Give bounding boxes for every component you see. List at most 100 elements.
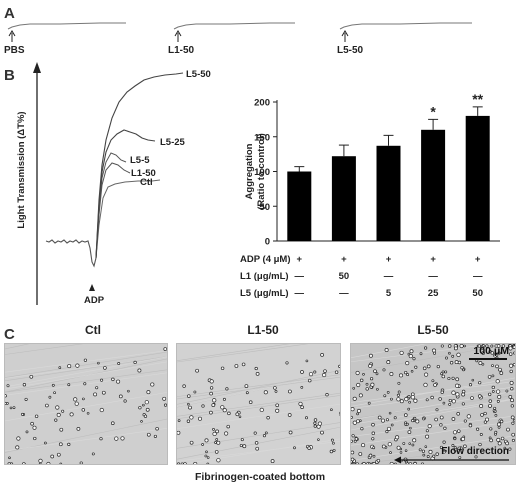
platelet-dot [478,442,482,447]
platelet-dot [405,462,410,464]
platelet-dot [426,364,431,369]
platelet-dot [255,446,260,451]
platelet-dot [425,429,429,433]
platelet-dot [445,356,448,360]
platelet-dot [510,387,514,391]
platelet-dot [360,427,364,431]
arrow-l5-50 [341,30,349,42]
platelet-dot [497,351,501,355]
platelet-dot [275,408,280,413]
platelet-dot [300,386,304,389]
figure-caption: Fibrinogen-coated bottom [194,471,326,483]
platelet-dot [455,392,460,397]
platelet-dot [352,396,357,401]
platelet-dot [195,368,199,373]
platelet-dot [453,437,457,441]
platelet-dot [356,412,359,416]
platelet-dot [408,354,413,359]
platelet-dot [209,410,213,415]
platelet-dot [67,383,71,387]
micrograph-streak [5,428,167,452]
platelet-dot [468,383,473,387]
micrograph-streak [5,344,84,355]
platelet-dot [255,372,260,376]
platelet-dot [399,451,403,454]
platelet-dot [99,407,104,413]
platelet-dot [142,403,145,407]
platelet-dot [440,344,444,348]
platelet-dot [457,429,461,433]
platelet-dot [479,433,483,436]
platelet-dot [440,390,444,394]
platelet-dot [189,440,194,445]
platelet-dot [389,372,394,376]
platelet-dot [368,453,373,458]
platelet-dot [499,419,504,424]
platelet-dot [320,430,324,435]
platelet-dot [245,391,249,395]
platelet-dot [388,411,392,415]
platelet-dot [32,425,37,430]
platelet-dot [204,454,208,458]
significance-mark: * [430,103,436,119]
platelet-dot [259,407,264,413]
platelet-dot [162,396,167,401]
platelet-dot [209,391,213,396]
scale-bar [469,358,507,360]
micrograph-streak [351,344,513,373]
platelet-dot [497,425,501,429]
platelet-dot [480,413,484,417]
trace-label-ctl: Ctl [140,177,153,188]
platelet-dot [383,394,387,398]
platelet-dot [431,379,435,383]
platelet-dot [34,414,39,419]
platelet-dot [22,383,27,387]
platelet-dot [372,446,376,450]
platelet-dot [495,379,500,384]
platelet-dot [339,414,340,417]
platelet-dot [368,363,373,368]
platelet-dot [177,462,181,464]
panel-a: PBS L1-50 L5-50 [4,22,472,56]
label-l5-50: L5-50 [337,45,364,56]
platelet-dot [433,383,438,387]
platelet-dot [362,462,366,464]
platelet-dot [455,377,460,382]
platelet-dot [12,406,16,410]
condition-cell: + [341,254,347,265]
platelet-dot [254,441,259,445]
condition-cell: — [384,271,394,282]
platelet-dot [274,389,278,393]
platelet-dot [411,419,415,423]
platelet-dot [407,430,412,434]
trace-l5-50 [95,72,184,259]
platelet-dot [466,414,471,419]
platelet-dot [489,427,493,431]
platelet-dot [38,458,43,464]
platelet-dot [385,430,389,434]
platelet-dot [144,400,149,405]
platelet-dot [418,448,422,452]
platelet-dot [238,415,242,418]
trace-l5-5 [95,152,127,259]
platelet-dot [313,370,317,374]
platelet-dot [182,384,186,388]
micrograph-streak [351,398,515,431]
platelet-dot [226,424,230,429]
platelet-dot [422,417,426,421]
platelet-dot [478,394,482,398]
platelet-dot [451,390,456,395]
platelet-dot [495,354,499,357]
platelet-dot [206,462,210,464]
platelet-dot [434,417,438,422]
platelet-dot [398,373,404,378]
trace-label-l1-50: L1-50 [131,168,156,179]
platelet-dot [58,442,63,447]
micrograph-streak [5,392,167,422]
micrograph-streak [177,344,290,361]
condition-cell: + [386,254,392,265]
platelet-dot [451,354,455,358]
platelet-dot [506,427,510,432]
platelet-dot [510,404,514,408]
platelet-dot [499,371,504,375]
